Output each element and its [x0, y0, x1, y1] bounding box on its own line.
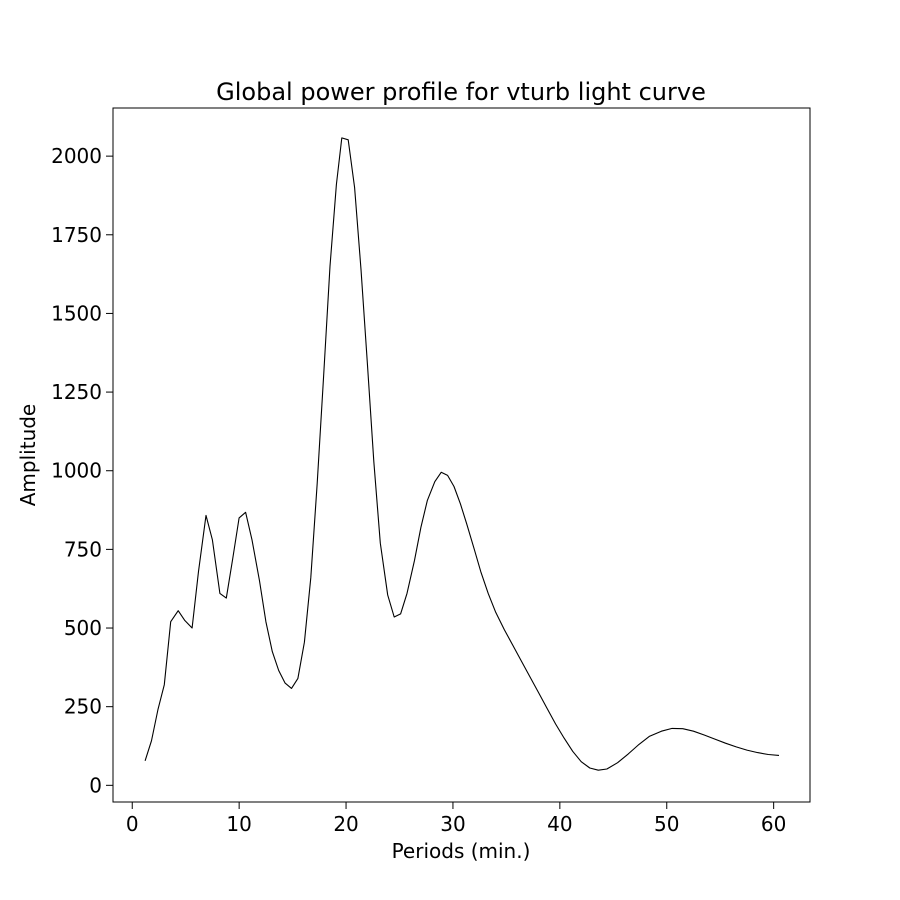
plot-frame [112, 107, 811, 803]
y-axis-label: Amplitude [16, 404, 40, 507]
y-tick-label: 500 [64, 616, 102, 640]
y-tick-label: 1250 [51, 380, 102, 404]
plot-area [112, 107, 811, 803]
y-tick-label: 1000 [51, 459, 102, 483]
x-axis: 0 10 20 30 40 50 60 [126, 802, 786, 836]
y-tick-label: 2000 [51, 144, 102, 168]
y-axis: 0 250 500 750 1000 1250 1500 1750 2000 [51, 144, 113, 797]
series-line [144, 137, 780, 771]
y-tick-label: 1500 [51, 301, 102, 325]
y-tick-label: 1750 [51, 223, 102, 247]
x-tick-label: 30 [440, 812, 465, 836]
x-tick-label: 0 [126, 812, 139, 836]
x-tick-label: 60 [761, 812, 786, 836]
x-tick-label: 20 [333, 812, 358, 836]
y-tick-label: 250 [64, 695, 102, 719]
x-axis-label: Periods (min.) [392, 839, 531, 863]
x-tick-label: 50 [654, 812, 679, 836]
x-tick-label: 10 [226, 812, 251, 836]
y-tick-label: 0 [89, 773, 102, 797]
y-tick-label: 750 [64, 537, 102, 561]
x-tick-label: 40 [547, 812, 572, 836]
chart-title: Global power profile for vturb light cur… [216, 78, 706, 106]
